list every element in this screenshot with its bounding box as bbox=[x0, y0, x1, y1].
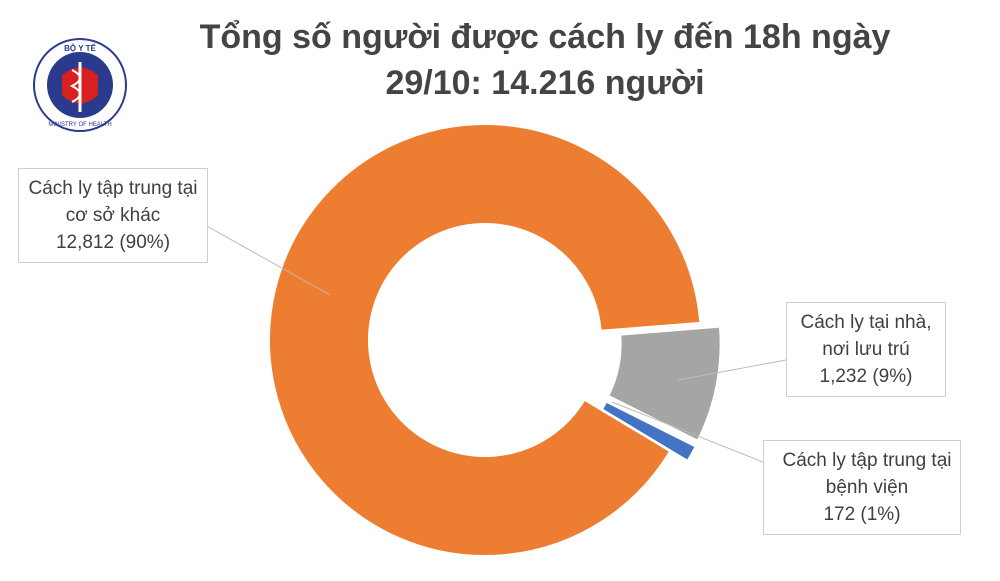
data-label: Cách ly tập trung tại cơ sở khác 12,812 … bbox=[18, 168, 208, 263]
donut-slice bbox=[606, 325, 722, 443]
label-value: 172 (1%) bbox=[823, 504, 901, 525]
donut-slice bbox=[268, 123, 702, 557]
label-category: Cách ly tập trung tại cơ sở khác bbox=[28, 178, 198, 226]
logo-top-text: BỘ Y TẾ bbox=[64, 43, 96, 53]
label-category: Cách ly tập trung tại bệnh viện bbox=[782, 450, 952, 498]
logo-bottom-text: MINISTRY OF HEALTH bbox=[48, 122, 111, 128]
leader-line bbox=[677, 359, 787, 381]
label-value: 12,812 (90%) bbox=[55, 232, 171, 253]
chart-title: Tổng số người được cách ly đến 18h ngày … bbox=[199, 18, 891, 102]
leader-line bbox=[204, 224, 331, 296]
donut-slice bbox=[600, 400, 697, 463]
logo-snake bbox=[69, 69, 81, 103]
logo: BỘ Y TẾ MINISTRY OF HEALTH bbox=[33, 38, 127, 132]
data-label: Cách ly tại nhà, nơi lưu trú 1,232 (9%) bbox=[786, 302, 946, 397]
data-label: Cách ly tập trung tại bệnh viện 172 (1%) bbox=[763, 440, 961, 535]
label-category: Cách ly tại nhà, nơi lưu trú bbox=[800, 312, 932, 360]
leader-line bbox=[611, 401, 764, 463]
label-value: 1,232 (9%) bbox=[819, 366, 913, 387]
